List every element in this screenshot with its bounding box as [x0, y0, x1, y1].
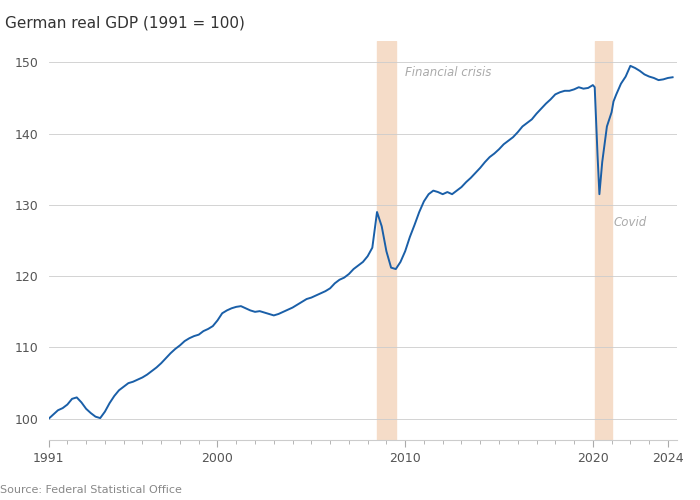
Text: Covid: Covid — [613, 216, 647, 228]
Bar — [595, 41, 612, 440]
Text: German real GDP (1991 = 100): German real GDP (1991 = 100) — [5, 15, 244, 30]
Bar — [377, 41, 395, 440]
Text: Source: Federal Statistical Office: Source: Federal Statistical Office — [0, 485, 182, 495]
Text: Financial crisis: Financial crisis — [405, 66, 491, 79]
